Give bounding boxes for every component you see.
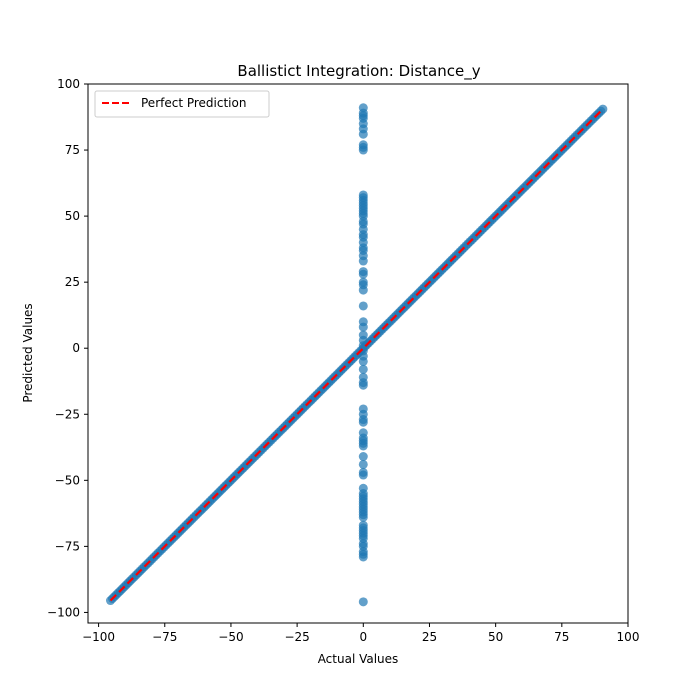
data-point bbox=[358, 597, 368, 607]
legend-label: Perfect Prediction bbox=[141, 96, 246, 110]
y-tick-label: 75 bbox=[65, 143, 80, 157]
y-tick-label: −50 bbox=[55, 473, 80, 487]
x-tick-label: −50 bbox=[218, 630, 243, 644]
x-axis-label: Actual Values bbox=[318, 652, 399, 666]
x-tick-label: −75 bbox=[152, 630, 177, 644]
data-point bbox=[358, 552, 368, 562]
x-axis: −100 −75 −50 −25 0 25 50 75 100 bbox=[82, 623, 639, 644]
y-axis-label: Predicted Values bbox=[21, 303, 35, 402]
x-tick-label: 100 bbox=[617, 630, 640, 644]
y-tick-label: −100 bbox=[47, 605, 80, 619]
chart-title: Ballistict Integration: Distance_y bbox=[237, 62, 480, 81]
data-point bbox=[358, 364, 368, 374]
data-point bbox=[358, 380, 368, 390]
data-point bbox=[358, 269, 368, 279]
data-point bbox=[358, 452, 368, 462]
plot-frame bbox=[87, 83, 629, 624]
data-point bbox=[358, 129, 368, 139]
data-point bbox=[358, 441, 368, 451]
data-point bbox=[358, 322, 368, 332]
data-point bbox=[358, 417, 368, 427]
data-point bbox=[358, 459, 368, 469]
data-point bbox=[598, 104, 608, 114]
y-tick-label: 25 bbox=[65, 275, 80, 289]
y-tick-label: −25 bbox=[55, 407, 80, 421]
y-tick-label: 0 bbox=[72, 341, 80, 355]
data-point bbox=[358, 470, 368, 480]
y-tick-label: −75 bbox=[55, 539, 80, 553]
x-tick-label: 75 bbox=[554, 630, 569, 644]
data-point bbox=[358, 285, 368, 295]
x-tick-label: −100 bbox=[82, 630, 115, 644]
data-point bbox=[358, 356, 368, 366]
x-tick-label: 25 bbox=[422, 630, 437, 644]
legend: Perfect Prediction bbox=[94, 90, 270, 118]
y-axis: −100 −75 −50 −25 0 25 50 75 100 bbox=[47, 77, 88, 619]
reference-line-layer bbox=[109, 108, 604, 602]
x-tick-label: 0 bbox=[359, 630, 367, 644]
data-point bbox=[358, 145, 368, 155]
y-tick-label: 50 bbox=[65, 209, 80, 223]
data-point bbox=[358, 256, 368, 266]
data-point bbox=[358, 301, 368, 311]
x-tick-label: −25 bbox=[284, 630, 309, 644]
legend-box bbox=[94, 90, 270, 118]
perfect-prediction-line bbox=[109, 108, 604, 602]
data-point bbox=[358, 512, 368, 522]
x-tick-label: 50 bbox=[488, 630, 503, 644]
y-tick-label: 100 bbox=[57, 77, 80, 91]
